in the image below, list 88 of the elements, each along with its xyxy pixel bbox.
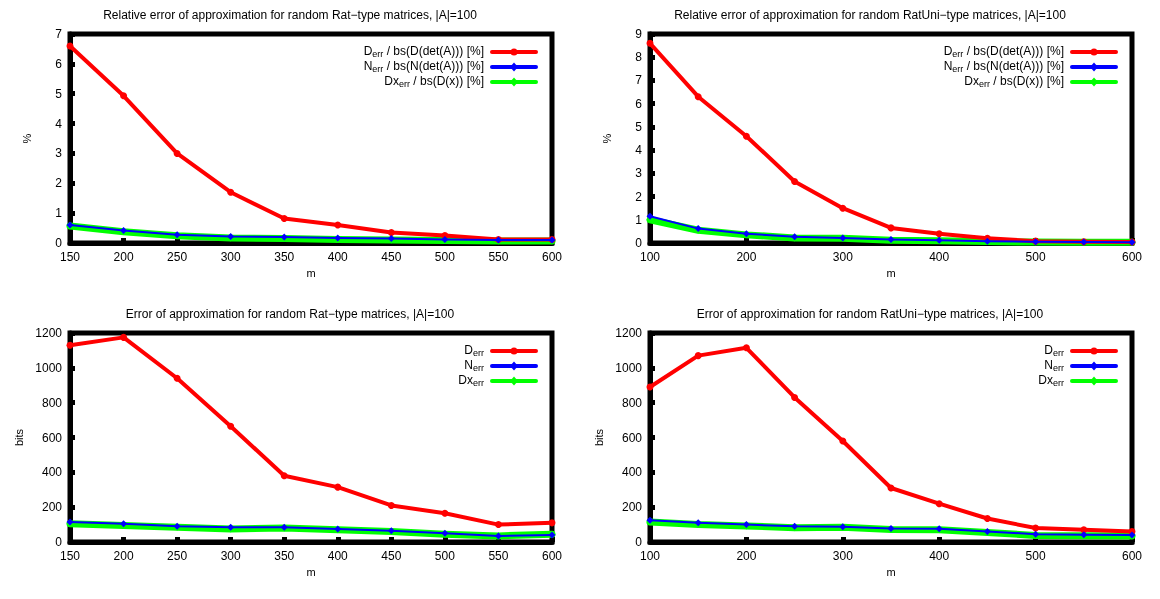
- y-tick-label: 2: [55, 176, 63, 191]
- y-axis-title: bits: [12, 428, 25, 447]
- x-axis-title: m: [886, 566, 896, 579]
- y-tick-label: 1200: [615, 326, 643, 340]
- x-tick-label: 400: [929, 549, 950, 563]
- x-tick-label: 100: [639, 549, 661, 563]
- x-tick-label: 350: [274, 549, 295, 563]
- chart-title: Relative error of approximation for random Rat−type matrices, |A|=100: [103, 8, 478, 22]
- x-tick-label: 600: [541, 250, 563, 264]
- y-axis-title: %: [20, 133, 33, 144]
- x-tick-label: 500: [434, 549, 456, 563]
- y-tick-label: 600: [41, 430, 63, 445]
- x-tick-label: 450: [381, 250, 402, 264]
- x-tick-label: 500: [434, 250, 456, 264]
- x-tick-label: 600: [541, 549, 563, 563]
- x-tick-label: 600: [1121, 250, 1143, 264]
- y-tick-label: 6: [635, 96, 643, 111]
- legend-label: D$_{err}$: [464, 343, 484, 358]
- x-axis-title: m: [886, 267, 896, 280]
- y-tick-label: 400: [41, 465, 63, 480]
- y-tick-label: 1000: [615, 360, 643, 375]
- y-tick-label: 1: [55, 206, 63, 221]
- y-tick-label: 1: [635, 212, 643, 227]
- x-axis-title: m: [306, 267, 316, 280]
- x-tick-label: 550: [488, 250, 509, 264]
- x-tick-label: 550: [488, 549, 509, 563]
- x-tick-label: 200: [113, 250, 134, 264]
- y-tick-label: 6: [55, 56, 63, 71]
- x-tick-label: 400: [327, 549, 349, 563]
- x-tick-label: 200: [113, 549, 134, 563]
- y-tick-label: 200: [41, 500, 63, 515]
- legend-label: Dx$_{err}$ / bs(D(x)) [%]: [384, 74, 484, 89]
- legend-label: N$_{err}$: [1044, 358, 1064, 373]
- y-tick-label: 3: [55, 146, 63, 161]
- x-tick-label: 200: [736, 250, 757, 264]
- x-tick-label: 600: [1121, 549, 1143, 563]
- x-tick-label: 150: [59, 549, 81, 563]
- chart-title: Relative error of approximation for random RatUni−type matrices, |A|=100: [674, 8, 1067, 22]
- x-tick-label: 300: [220, 250, 241, 264]
- y-tick-label: 800: [41, 395, 63, 410]
- legend-label: D$_{err}$ / bs(D(det(A))) [%]: [363, 44, 484, 59]
- y-tick-label: 0: [55, 535, 63, 549]
- x-tick-label: 400: [929, 250, 950, 264]
- x-tick-label: 450: [381, 549, 402, 563]
- x-tick-label: 350: [274, 250, 295, 264]
- chart-title: Error of approximation for random RatUni−type matrices, |A|=100: [696, 307, 1044, 321]
- legend-label: Dx$_{err}$ / bs(D(x)) [%]: [964, 74, 1064, 89]
- y-tick-label: 2: [635, 189, 643, 204]
- y-tick-label: 0: [55, 236, 63, 250]
- legend-label: N$_{err}$: [464, 358, 484, 373]
- y-tick-label: 1000: [35, 360, 63, 375]
- y-axis-title: %: [600, 133, 613, 144]
- y-tick-label: 5: [635, 119, 643, 134]
- x-axis-title: m: [306, 566, 316, 579]
- legend-label: N$_{err}$ / bs(N(det(A))) [%]: [363, 59, 484, 74]
- y-tick-label: 0: [635, 535, 643, 549]
- y-tick-label: 1200: [35, 326, 63, 340]
- legend-label: D$_{err}$ / bs(D(det(A))) [%]: [943, 44, 1064, 59]
- y-tick-label: 8: [635, 50, 643, 65]
- y-tick-label: 4: [635, 143, 643, 158]
- legend-label: Dx$_{err}$: [1038, 373, 1064, 388]
- x-tick-label: 500: [1025, 549, 1046, 563]
- y-tick-label: 9: [635, 27, 643, 41]
- y-tick-label: 5: [55, 86, 63, 101]
- y-tick-label: 800: [621, 395, 643, 410]
- x-tick-label: 400: [327, 250, 349, 264]
- x-tick-label: 250: [167, 549, 188, 563]
- x-tick-label: 300: [832, 250, 854, 264]
- x-tick-label: 100: [639, 250, 661, 264]
- y-tick-label: 3: [635, 166, 643, 181]
- legend-label: Dx$_{err}$: [458, 373, 484, 388]
- x-tick-label: 150: [59, 250, 81, 264]
- x-tick-label: 300: [832, 549, 854, 563]
- y-tick-label: 400: [621, 465, 643, 480]
- legend-label: N$_{err}$ / bs(N(det(A))) [%]: [943, 59, 1064, 74]
- y-tick-label: 4: [55, 116, 63, 131]
- y-axis-title: bits: [592, 428, 605, 447]
- y-tick-label: 0: [635, 236, 643, 250]
- x-tick-label: 200: [736, 549, 757, 563]
- legend-label: D$_{err}$: [1044, 343, 1064, 358]
- x-tick-label: 250: [167, 250, 188, 264]
- y-tick-label: 7: [55, 27, 63, 41]
- x-tick-label: 300: [220, 549, 241, 563]
- chart-title: Error of approximation for random Rat−type matrices, |A|=100: [125, 307, 455, 321]
- y-tick-label: 200: [621, 500, 643, 515]
- y-tick-label: 7: [635, 73, 643, 88]
- y-tick-label: 600: [621, 430, 643, 445]
- x-tick-label: 500: [1025, 250, 1046, 264]
